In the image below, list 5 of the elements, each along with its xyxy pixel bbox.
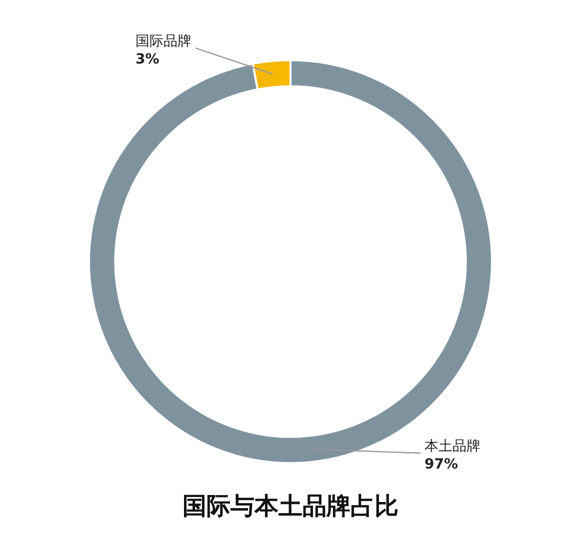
- data-label: 97%: [424, 456, 458, 473]
- slice-label: 国际品牌: [136, 34, 192, 50]
- data-label: 3%: [136, 52, 160, 68]
- slice-label: 本土品牌: [424, 438, 480, 455]
- text: 国际与本土品牌占比: [182, 492, 398, 520]
